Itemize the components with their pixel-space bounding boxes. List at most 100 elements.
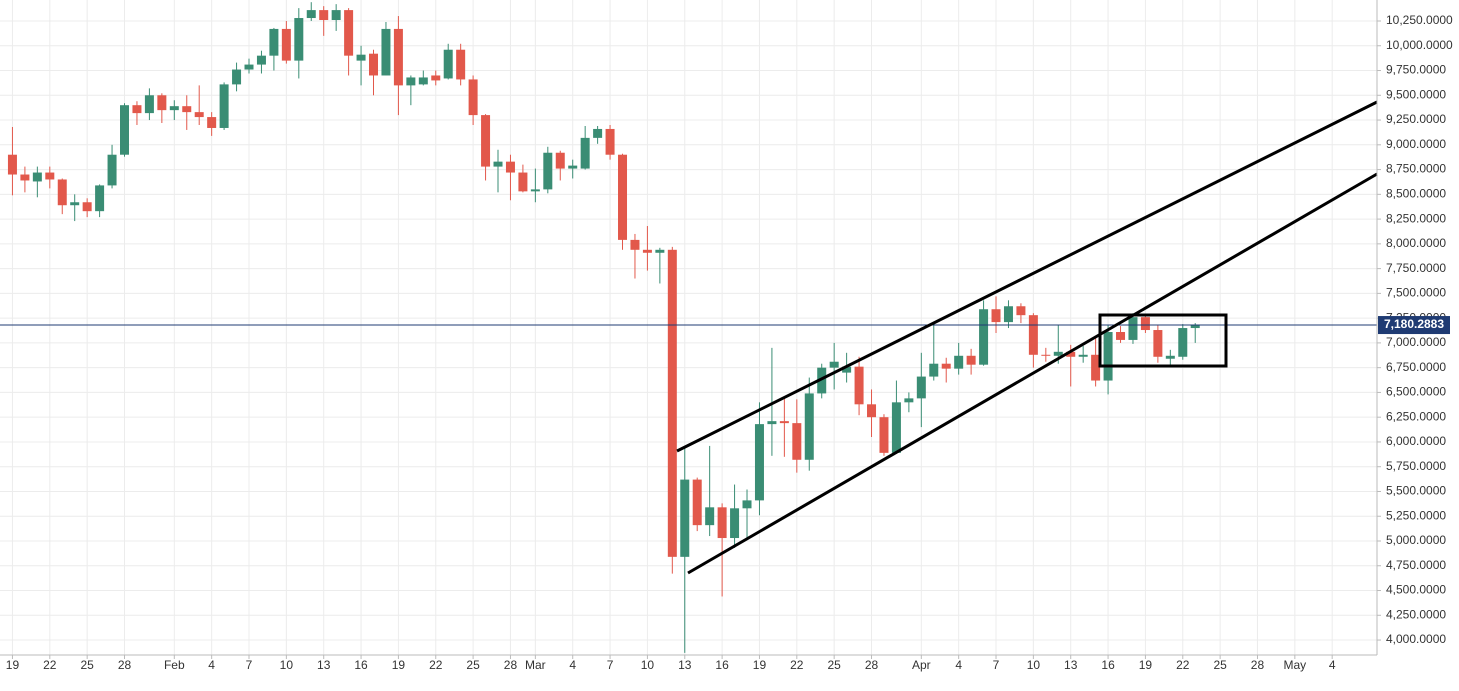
x-tick-label: 19	[753, 658, 767, 672]
y-tick-label: 9,000.0000	[1386, 137, 1446, 151]
x-tick-label: Mar	[525, 658, 546, 672]
x-tick-label: 25	[80, 658, 94, 672]
candle-body	[406, 77, 416, 86]
x-tick-label: 4	[208, 658, 215, 672]
y-tick-label: 8,000.0000	[1386, 236, 1446, 250]
candle-body	[120, 105, 130, 155]
x-tick-label: 19	[6, 658, 20, 672]
y-tick-label: 7,000.0000	[1386, 335, 1446, 349]
candle-body	[381, 28, 391, 76]
candle-body	[182, 106, 192, 113]
candle-body	[418, 77, 428, 85]
candle-body	[369, 53, 379, 76]
candle-body	[256, 55, 266, 65]
x-tick-label: 25	[827, 658, 841, 672]
candle-body	[505, 161, 515, 173]
candle-body	[966, 355, 976, 365]
candle-body	[867, 404, 877, 418]
y-tick-label: 8,750.0000	[1386, 162, 1446, 176]
candle-body	[82, 202, 92, 212]
candle-body	[1041, 354, 1051, 356]
y-tick-label: 5,250.0000	[1386, 508, 1446, 522]
candle-body	[20, 174, 30, 181]
candle-body	[916, 376, 926, 399]
axes: 4,000.0000 4,250.0000 4,500.0000 4,750.0000…	[0, 0, 1453, 672]
candle-body	[742, 500, 752, 509]
y-tick-label: 4,000.0000	[1386, 632, 1446, 646]
y-tick-label: 9,250.0000	[1386, 112, 1446, 126]
y-tick-label: 6,500.0000	[1386, 385, 1446, 399]
candle-body	[7, 154, 17, 175]
x-tick-label: 22	[790, 658, 804, 672]
x-tick-label: 28	[504, 658, 518, 672]
x-tick-label: 10	[641, 658, 655, 672]
candle-body	[854, 366, 864, 405]
x-tick-label: 22	[43, 658, 57, 672]
candle-body	[929, 363, 939, 377]
x-tick-label: 4	[955, 658, 962, 672]
x-tick-label: 28	[865, 658, 879, 672]
annotations	[676, 100, 1378, 575]
candle-body	[655, 249, 665, 253]
candle-body	[169, 106, 179, 111]
candle-body	[1178, 328, 1188, 357]
candle-body	[1016, 306, 1026, 316]
candle-body	[543, 152, 553, 190]
candle-body	[393, 28, 403, 86]
candle-body	[1128, 317, 1138, 340]
candle-body	[954, 355, 964, 369]
x-tick-label: 4	[1329, 658, 1336, 672]
x-tick-label: 19	[1139, 658, 1153, 672]
x-tick-label: 16	[715, 658, 729, 672]
candle-body	[555, 152, 565, 169]
y-tick-label: 10,000.0000	[1386, 38, 1453, 52]
candle-body	[132, 105, 142, 114]
candle-body	[207, 117, 217, 128]
candle-body	[904, 398, 914, 403]
candle-body	[306, 10, 316, 19]
last-price-label: 7,180.2883	[1384, 317, 1444, 331]
candle-body	[530, 189, 540, 192]
candle-body	[618, 154, 628, 240]
x-tick-label: 22	[1176, 658, 1190, 672]
candle-body	[593, 128, 603, 138]
y-tick-label: 10,250.0000	[1386, 13, 1453, 27]
x-tick-label: 28	[1251, 658, 1265, 672]
candle-body	[232, 69, 242, 85]
candle-body	[1140, 317, 1150, 331]
candle-body	[692, 479, 702, 526]
x-tick-label: 22	[429, 658, 443, 672]
x-tick-label: May	[1283, 658, 1306, 672]
candle-body	[1153, 330, 1163, 357]
y-tick-label: 5,750.0000	[1386, 459, 1446, 473]
y-tick-label: 9,750.0000	[1386, 63, 1446, 77]
candle-body	[95, 185, 105, 212]
candle-body	[1190, 325, 1200, 329]
candle-body	[319, 10, 329, 21]
upper-channel-line	[676, 100, 1378, 453]
candle-body	[219, 84, 229, 128]
candle-body	[754, 424, 764, 501]
y-tick-label: 5,500.0000	[1386, 484, 1446, 498]
x-tick-label: 10	[1027, 658, 1041, 672]
candle-body	[1116, 332, 1126, 340]
y-tick-label: 8,250.0000	[1386, 211, 1446, 225]
x-tick-label: 7	[246, 658, 253, 672]
candle-body	[804, 393, 814, 460]
candle-body	[1165, 355, 1175, 359]
y-tick-label: 6,750.0000	[1386, 360, 1446, 374]
candle-body	[1053, 351, 1063, 356]
candle-body	[941, 363, 951, 369]
candle-body	[642, 249, 652, 253]
x-tick-label: 13	[317, 658, 331, 672]
candle-body	[281, 28, 291, 61]
x-tick-label: 7	[993, 658, 1000, 672]
y-tick-label: 7,500.0000	[1386, 286, 1446, 300]
y-tick-label: 4,250.0000	[1386, 607, 1446, 621]
x-tick-label: 28	[118, 658, 132, 672]
candle-body	[443, 49, 453, 79]
x-tick-label: 7	[607, 658, 614, 672]
x-tick-label: 19	[392, 658, 406, 672]
candle-body	[32, 172, 42, 182]
